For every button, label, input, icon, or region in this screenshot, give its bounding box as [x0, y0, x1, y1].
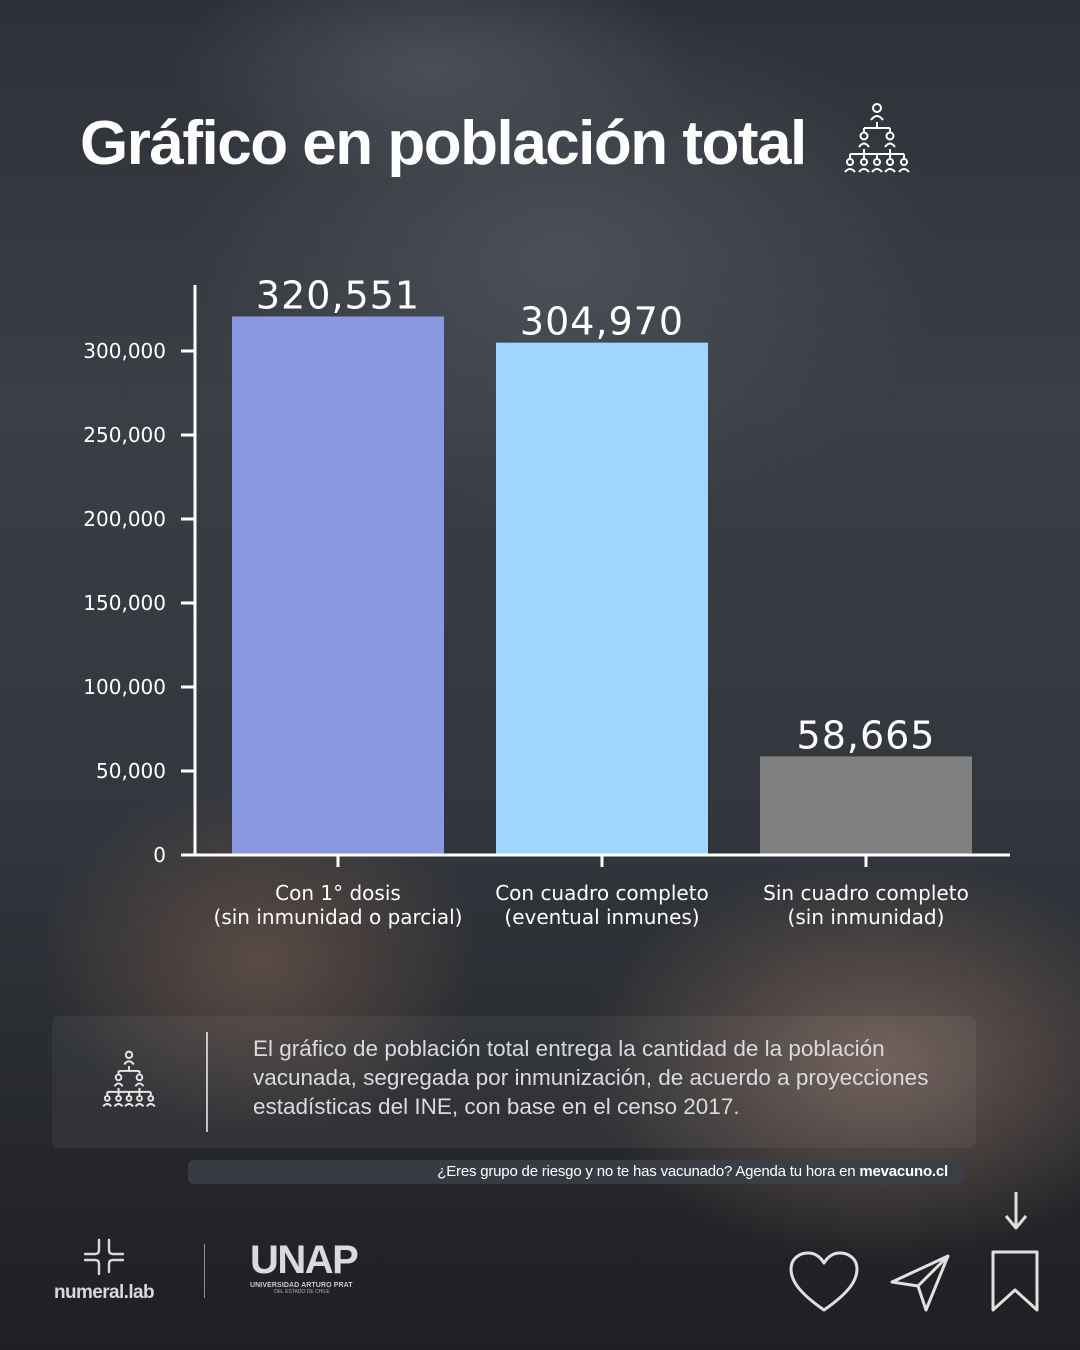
y-tick-label: 250,000 — [83, 423, 166, 447]
unap-logo: UNAP UNIVERSIDAD ARTURO PRAT DEL ESTADO … — [250, 1240, 357, 1295]
bar-3 — [760, 756, 972, 855]
y-tick-label: 0 — [153, 843, 166, 867]
y-tick-label: 50,000 — [96, 759, 166, 783]
cta-text: ¿Eres grupo de riesgo y no te has vacuna… — [437, 1163, 859, 1180]
unap-subtitle: UNIVERSIDAD ARTURO PRAT — [250, 1282, 357, 1289]
bar-1 — [232, 316, 444, 855]
bar-value-label: 58,665 — [797, 713, 936, 757]
info-text: El gráfico de población total entrega la… — [253, 1034, 953, 1121]
bar-chart: 320,551 Con 1° dosis(sin inmunidad o parc… — [0, 0, 1080, 960]
x-tick-label: Sin cuadro completo — [763, 881, 969, 905]
y-tick-label: 150,000 — [83, 591, 166, 615]
y-tick-label: 200,000 — [83, 507, 166, 531]
x-tick-label: Con 1° dosis — [275, 881, 401, 905]
cta-banner-text: ¿Eres grupo de riesgo y no te has vacuna… — [188, 1160, 948, 1184]
share-icon[interactable] — [888, 1250, 952, 1314]
x-tick-label: Con cuadro completo — [495, 881, 709, 905]
x-tick-label: (eventual inmunes) — [504, 905, 699, 929]
population-pyramid-icon — [100, 1050, 158, 1108]
info-divider — [206, 1032, 208, 1132]
like-icon[interactable] — [788, 1250, 860, 1314]
numeral-lab-text: numeral.lab — [48, 1282, 160, 1304]
arrow-down-icon — [1002, 1190, 1030, 1232]
numeral-lab-logo: numeral.lab — [48, 1236, 160, 1304]
y-tick-label: 300,000 — [83, 339, 166, 363]
bookmark-icon[interactable] — [988, 1248, 1042, 1314]
unap-text: UNAP — [250, 1240, 357, 1280]
mevacuno-link[interactable]: mevacuno.cl — [859, 1163, 948, 1180]
unap-subtitle-2: DEL ESTADO DE CHILE — [250, 1289, 354, 1295]
y-tick-label: 100,000 — [83, 675, 166, 699]
logo-divider — [204, 1244, 205, 1298]
bar-2 — [496, 343, 708, 855]
bar-value-label: 320,551 — [256, 273, 420, 317]
bar-value-label: 304,970 — [520, 300, 684, 344]
x-tick-label: (sin inmunidad) — [788, 905, 945, 929]
x-tick-label: (sin inmunidad o parcial) — [214, 905, 463, 929]
numeral-logo-icon — [81, 1236, 127, 1276]
